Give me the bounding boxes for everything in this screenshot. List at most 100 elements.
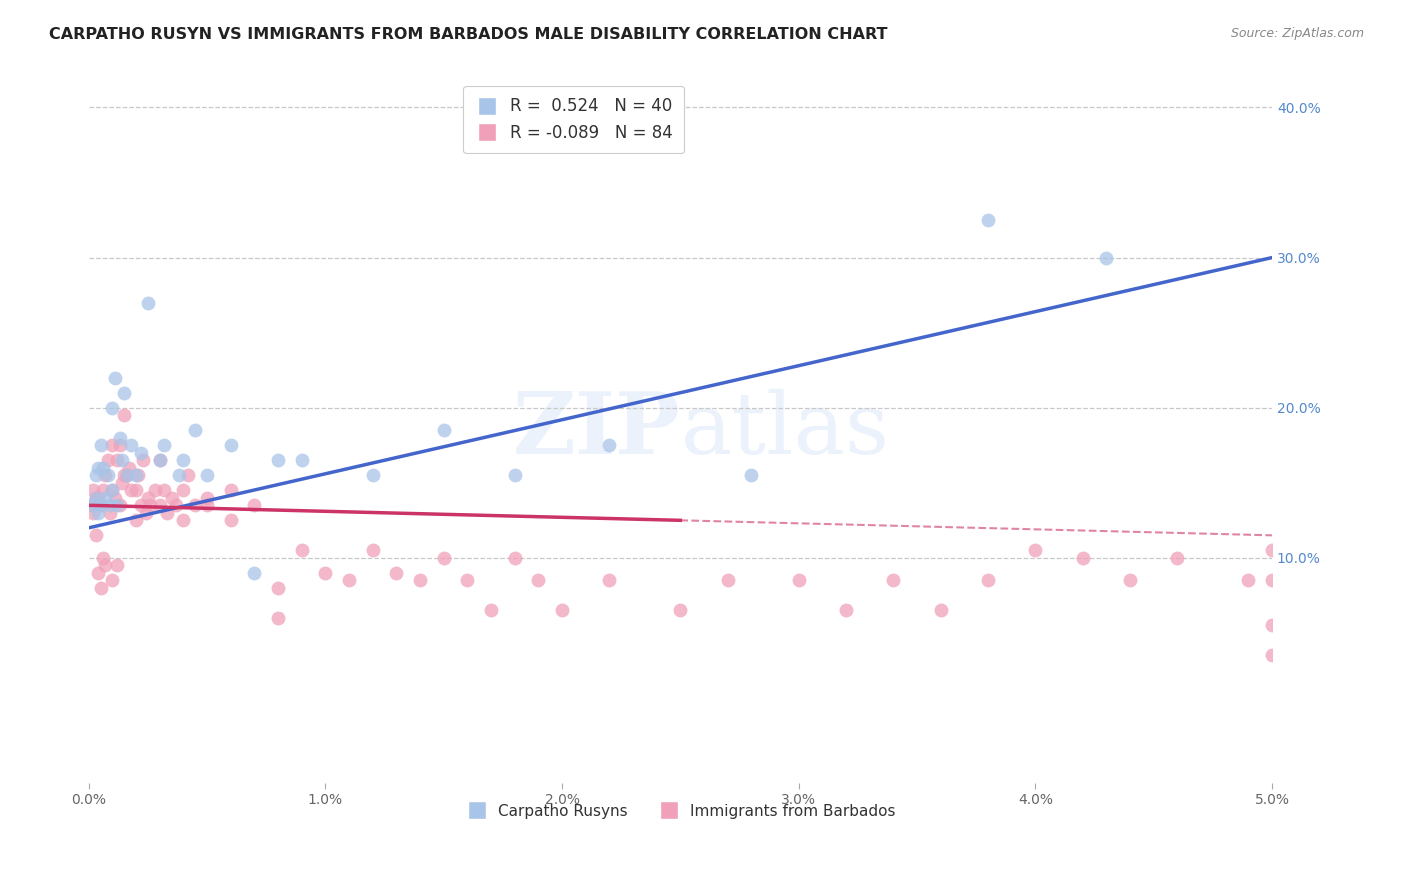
Point bbox=[125, 468, 148, 483]
Point bbox=[111, 453, 134, 467]
Point bbox=[115, 468, 138, 483]
Point bbox=[136, 295, 159, 310]
Point bbox=[143, 483, 166, 498]
Point bbox=[156, 506, 179, 520]
Point bbox=[84, 491, 107, 505]
Point bbox=[98, 498, 121, 512]
Point bbox=[104, 370, 127, 384]
Point bbox=[1261, 648, 1284, 663]
Point bbox=[105, 558, 128, 573]
Point bbox=[91, 460, 114, 475]
Point bbox=[172, 483, 194, 498]
Point bbox=[243, 498, 266, 512]
Point bbox=[149, 453, 172, 467]
Point bbox=[503, 550, 526, 565]
Point bbox=[551, 603, 574, 617]
Point bbox=[87, 491, 110, 505]
Point bbox=[219, 483, 242, 498]
Point bbox=[433, 550, 456, 565]
Point bbox=[82, 506, 104, 520]
Point bbox=[1261, 618, 1284, 632]
Point bbox=[84, 528, 107, 542]
Point bbox=[1119, 574, 1142, 588]
Point bbox=[125, 513, 148, 527]
Point bbox=[149, 453, 172, 467]
Point bbox=[132, 453, 155, 467]
Point bbox=[598, 574, 620, 588]
Point bbox=[149, 498, 172, 512]
Point bbox=[409, 574, 432, 588]
Point bbox=[108, 438, 131, 452]
Point bbox=[101, 438, 124, 452]
Point bbox=[108, 431, 131, 445]
Point bbox=[90, 438, 112, 452]
Point bbox=[314, 566, 336, 580]
Point bbox=[669, 603, 692, 617]
Point bbox=[267, 453, 290, 467]
Point bbox=[80, 498, 103, 512]
Point bbox=[1261, 543, 1284, 558]
Point bbox=[120, 483, 142, 498]
Text: CARPATHO RUSYN VS IMMIGRANTS FROM BARBADOS MALE DISABILITY CORRELATION CHART: CARPATHO RUSYN VS IMMIGRANTS FROM BARBAD… bbox=[49, 27, 887, 42]
Point bbox=[977, 213, 1000, 227]
Point bbox=[184, 498, 207, 512]
Point bbox=[177, 468, 200, 483]
Point bbox=[82, 483, 104, 498]
Point bbox=[165, 498, 187, 512]
Point bbox=[82, 498, 104, 512]
Point bbox=[195, 491, 218, 505]
Point bbox=[111, 475, 134, 490]
Point bbox=[153, 483, 176, 498]
Point bbox=[361, 543, 384, 558]
Point bbox=[1024, 543, 1046, 558]
Point bbox=[479, 603, 502, 617]
Point bbox=[1071, 550, 1094, 565]
Point bbox=[101, 401, 124, 415]
Point bbox=[129, 446, 152, 460]
Point bbox=[977, 574, 1000, 588]
Point bbox=[929, 603, 952, 617]
Point bbox=[105, 453, 128, 467]
Point bbox=[94, 468, 117, 483]
Point bbox=[101, 574, 124, 588]
Point bbox=[91, 483, 114, 498]
Point bbox=[598, 438, 620, 452]
Point bbox=[160, 491, 183, 505]
Point bbox=[97, 468, 120, 483]
Point bbox=[84, 491, 107, 505]
Point bbox=[172, 453, 194, 467]
Point bbox=[503, 468, 526, 483]
Point bbox=[127, 468, 149, 483]
Point bbox=[108, 498, 131, 512]
Point bbox=[195, 468, 218, 483]
Point bbox=[337, 574, 360, 588]
Point bbox=[882, 574, 904, 588]
Text: atlas: atlas bbox=[681, 389, 890, 472]
Point bbox=[172, 513, 194, 527]
Point bbox=[135, 506, 157, 520]
Point bbox=[97, 453, 120, 467]
Point bbox=[125, 483, 148, 498]
Point bbox=[219, 438, 242, 452]
Point bbox=[136, 491, 159, 505]
Point bbox=[104, 491, 127, 505]
Point bbox=[267, 581, 290, 595]
Point bbox=[112, 468, 135, 483]
Point bbox=[385, 566, 408, 580]
Point bbox=[153, 438, 176, 452]
Point bbox=[98, 506, 121, 520]
Point bbox=[1095, 251, 1118, 265]
Point bbox=[94, 491, 117, 505]
Point bbox=[139, 498, 162, 512]
Point bbox=[195, 498, 218, 512]
Point bbox=[219, 513, 242, 527]
Point bbox=[456, 574, 478, 588]
Point bbox=[167, 468, 190, 483]
Point bbox=[101, 483, 124, 498]
Legend: Carpatho Rusyns, Immigrants from Barbados: Carpatho Rusyns, Immigrants from Barbado… bbox=[460, 797, 901, 825]
Point bbox=[105, 498, 128, 512]
Point bbox=[101, 483, 124, 498]
Point bbox=[291, 543, 314, 558]
Point bbox=[118, 460, 141, 475]
Point bbox=[90, 581, 112, 595]
